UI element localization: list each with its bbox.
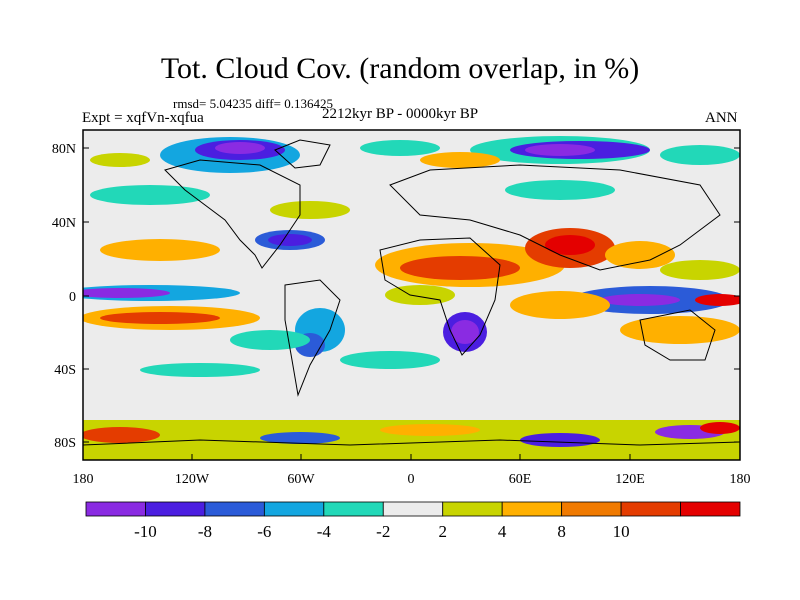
west-pacific-red	[695, 294, 740, 306]
arctic-teal-patch-atlantic	[360, 140, 440, 156]
pacific-red-band	[100, 312, 220, 324]
period-label: 2212kyr BP - 0000kyr BP	[322, 106, 479, 122]
colorbar-label: -6	[257, 522, 271, 541]
colorbar-box	[85, 501, 146, 517]
colorbar-box	[620, 501, 681, 517]
south-asia-orange	[605, 241, 675, 269]
south-africa-purple	[451, 320, 479, 344]
gulf-guinea-yellow	[385, 285, 455, 305]
lon-label-120w: 120W	[175, 472, 210, 487]
north-america-outline	[164, 159, 301, 269]
antarctic-blue-1	[260, 432, 340, 444]
antarctic-orange-1	[380, 424, 480, 436]
lon-label-60w: 60W	[287, 472, 315, 487]
colorbar-label: -4	[317, 522, 332, 541]
colorbar-box	[145, 501, 206, 517]
colorbar-box	[561, 501, 622, 517]
lon-label-180w: 180	[73, 472, 94, 487]
colorbar-label: -8	[198, 522, 212, 541]
colorbar-label: 10	[613, 522, 630, 541]
colorbar-box	[442, 501, 503, 517]
maritime-purple	[600, 294, 680, 306]
lat-label-40n: 40N	[52, 216, 76, 231]
coastlines	[83, 139, 740, 446]
sahara-red	[400, 256, 520, 280]
colorbar-box	[680, 501, 741, 517]
north-atlantic-yellow	[270, 201, 350, 219]
colorbar-label: 4	[498, 522, 507, 541]
greenland-outline	[274, 139, 331, 169]
australia-outline	[639, 309, 716, 361]
colorbar-box	[204, 501, 265, 517]
colorbar-label: 2	[438, 522, 447, 541]
west-pacific-yellow	[660, 260, 740, 280]
pacific-purple-band	[83, 288, 170, 298]
antarctic-blue-2	[520, 433, 600, 447]
arctic-teal-patch-far-east	[660, 145, 740, 165]
colorbar-label: -2	[376, 522, 390, 541]
indian-ocean-orange	[510, 291, 610, 319]
map-panel: 80N 40N 0 40S 80S 180 120W 60W 0 60E 120…	[52, 129, 751, 487]
north-pacific-teal	[90, 185, 210, 205]
south-atlantic-teal	[340, 351, 440, 369]
lat-label-80n: 80N	[52, 142, 76, 157]
lat-label-eq: 0	[69, 290, 76, 305]
arctic-yellow-patch	[90, 153, 150, 167]
map-title: Tot. Cloud Cov. (random overlap, in %)	[160, 52, 640, 85]
south-pacific-teal	[230, 330, 310, 350]
colorbar-label: -10	[134, 522, 157, 541]
eurasia-outline	[389, 164, 721, 271]
south-america-outline	[284, 279, 341, 397]
colorbar-labels: -10 -8 -6 -4 -2 2 4 8 10	[134, 522, 629, 541]
colorbar-box	[501, 501, 563, 517]
africa-outline	[379, 237, 501, 356]
lon-tick-marks	[191, 454, 631, 460]
colorbar-box	[323, 501, 384, 517]
us-darkblue-patch	[268, 234, 312, 246]
arctic-purple-patch-east	[525, 144, 595, 156]
south-pacific-teal-2	[140, 363, 260, 377]
anomaly-field	[83, 136, 740, 460]
lon-label-180e: 180	[730, 472, 751, 487]
lat-label-80s: 80S	[54, 436, 76, 451]
lon-label-0: 0	[408, 472, 415, 487]
lat-tick-marks	[83, 147, 740, 443]
colorbar: -10 -8 -6 -4 -2 2 4 8 10	[85, 501, 741, 541]
arabia-deep-red	[545, 235, 595, 255]
arctic-purple-patch	[215, 142, 265, 154]
antarctic-red-2	[700, 422, 740, 434]
season-label: ANN	[705, 110, 738, 126]
colorbar-label: 8	[557, 522, 566, 541]
lon-label-60e: 60E	[509, 472, 532, 487]
lon-label-120e: 120E	[615, 472, 645, 487]
lat-label-40s: 40S	[54, 363, 76, 378]
antarctic-red-1	[83, 427, 160, 443]
asia-teal-band	[505, 180, 615, 200]
australia-orange	[620, 316, 740, 344]
colorbar-box	[382, 501, 444, 517]
experiment-label: Expt = xqfVn-xqfua	[82, 110, 204, 126]
colorbar-box	[263, 501, 325, 517]
stats-text: rmsd= 5.04235 diff= 0.136425	[173, 96, 333, 111]
pacific-orange-north	[100, 239, 220, 261]
colorbar-boxes	[85, 501, 741, 517]
antarctica-outline	[83, 439, 740, 446]
arctic-orange-patch	[420, 152, 500, 168]
